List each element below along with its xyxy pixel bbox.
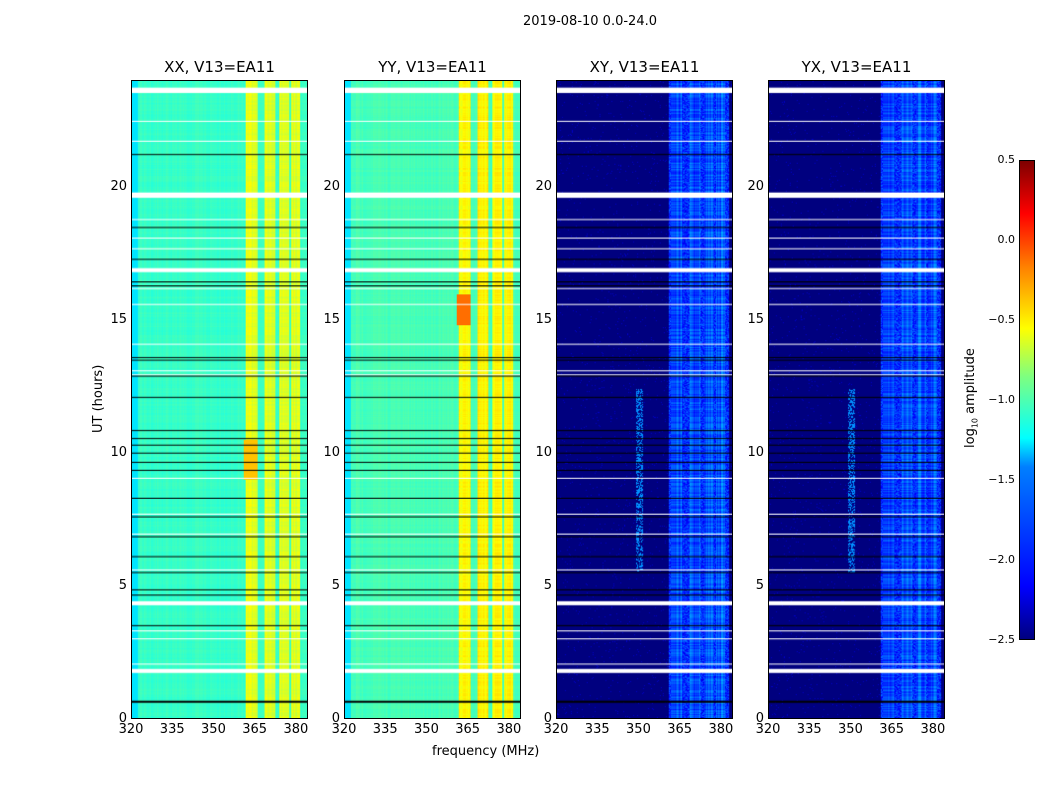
x-tick-label: 365 <box>455 722 481 737</box>
y-tick-label: 10 <box>323 444 340 460</box>
colorbar-tick-label: −2.0 <box>988 553 1015 566</box>
y-tick-label: 0 <box>331 711 340 726</box>
x-axis-label: frequency (MHz) <box>432 744 540 759</box>
colorbar-label-base: log <box>963 428 978 448</box>
colorbar-tick-label: −1.5 <box>988 473 1015 486</box>
colorbar-tick-label: −0.5 <box>988 313 1015 326</box>
heatmap-canvas <box>557 81 732 718</box>
x-tick-label: 320 <box>331 722 357 737</box>
x-tick-label: 365 <box>667 722 693 737</box>
y-tick-label: 10 <box>747 444 764 460</box>
panel-title: XX, V13=EA11 <box>164 58 275 76</box>
x-tick-label: 335 <box>372 722 398 737</box>
y-tick-label: 10 <box>110 444 127 460</box>
x-tick-label: 365 <box>242 722 268 737</box>
x-tick-label: 350 <box>414 722 439 737</box>
x-tick-label: 380 <box>708 722 734 737</box>
heatmap-canvas <box>132 81 307 718</box>
y-tick-label: 5 <box>755 577 764 593</box>
y-tick-label: 0 <box>118 711 127 726</box>
y-tick-label: 10 <box>535 444 552 460</box>
y-tick-label: 15 <box>747 311 764 327</box>
colorbar-tick-label: 0.0 <box>997 233 1016 246</box>
x-tick-label: 365 <box>879 722 905 737</box>
panel-title: XY, V13=EA11 <box>589 58 700 76</box>
x-tick-label: 335 <box>159 722 185 737</box>
heatmap-panel <box>768 80 945 719</box>
x-tick-label: 335 <box>796 722 822 737</box>
colorbar-tick-label: −2.5 <box>988 633 1015 646</box>
panel-title: YY, V13=EA11 <box>378 58 487 76</box>
y-tick-label: 15 <box>323 311 340 327</box>
colorbar <box>1019 160 1035 640</box>
x-tick-label: 380 <box>283 722 309 737</box>
suptitle: 2019-08-10 0.0-24.0 <box>523 14 657 29</box>
heatmap-panel <box>556 80 733 719</box>
x-tick-label: 320 <box>118 722 144 737</box>
x-tick-label: 350 <box>201 722 226 737</box>
y-tick-label: 0 <box>755 711 764 726</box>
heatmap-panel <box>131 80 308 719</box>
y-tick-label: 0 <box>543 711 552 726</box>
x-tick-label: 380 <box>496 722 522 737</box>
x-tick-label: 335 <box>584 722 610 737</box>
y-tick-label: 5 <box>331 577 340 593</box>
x-tick-label: 320 <box>755 722 781 737</box>
heatmap-canvas <box>769 81 944 718</box>
colorbar-label-subscript: 10 <box>970 417 980 429</box>
x-tick-label: 380 <box>920 722 946 737</box>
y-tick-label: 5 <box>118 577 127 593</box>
y-tick-label: 15 <box>110 311 127 327</box>
y-tick-label: 20 <box>535 178 552 194</box>
y-axis-label: UT (hours) <box>91 364 106 433</box>
x-tick-label: 350 <box>626 722 651 737</box>
y-tick-label: 20 <box>323 178 340 194</box>
y-tick-label: 5 <box>543 577 552 593</box>
x-tick-label: 350 <box>838 722 863 737</box>
y-tick-label: 15 <box>535 311 552 327</box>
heatmap-panel <box>344 80 521 719</box>
y-tick-label: 20 <box>110 178 127 194</box>
colorbar-tick-label: 0.5 <box>997 153 1016 166</box>
x-tick-label: 320 <box>543 722 569 737</box>
colorbar-tick-label: −1.0 <box>988 393 1015 406</box>
y-tick-label: 20 <box>747 178 764 194</box>
panel-title: YX, V13=EA11 <box>801 58 912 76</box>
heatmap-canvas <box>345 81 520 718</box>
